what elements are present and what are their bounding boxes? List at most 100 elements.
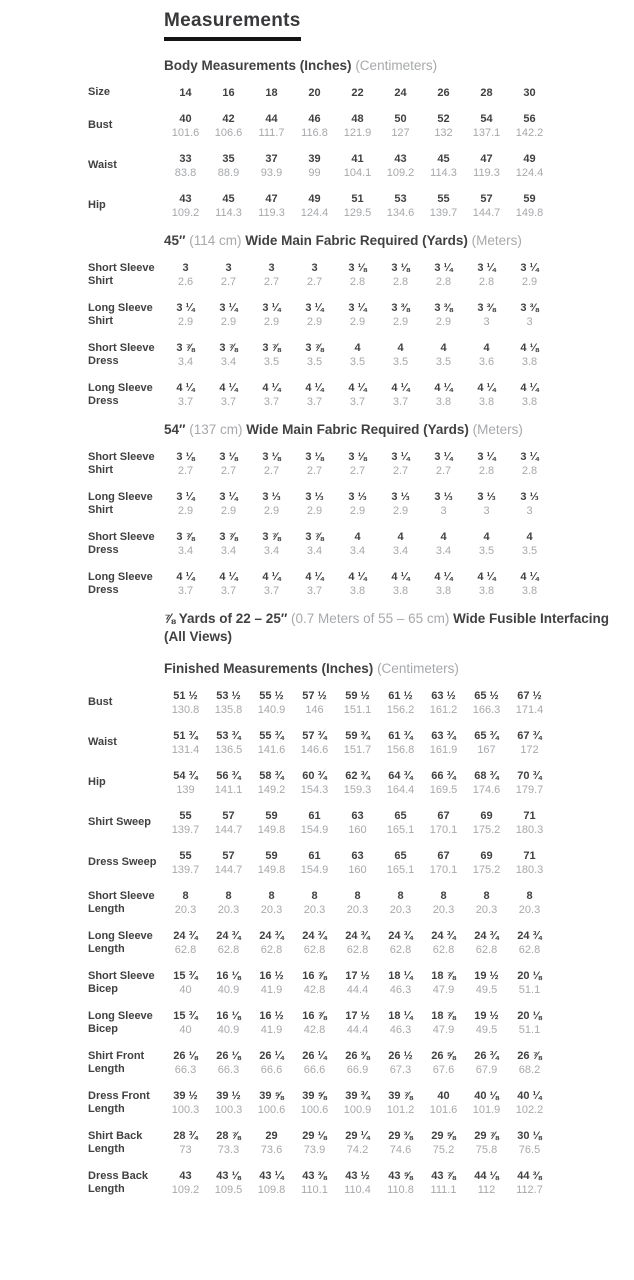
- value-cell: 29 ⅛ 73.9: [293, 1129, 336, 1157]
- value-cell: 3 2.7: [207, 261, 250, 289]
- row-label: Short Sleeve Dress: [88, 342, 164, 369]
- cm-value: 51.1: [518, 1024, 541, 1036]
- cm-value: 41.9: [260, 1024, 283, 1036]
- inches-value: 63 ¾: [431, 730, 456, 742]
- row-label: Waist: [88, 159, 164, 173]
- value-cell: 3 ⅞ 3.4: [293, 530, 336, 558]
- inches-value: 69: [480, 850, 493, 862]
- row-label-line: Length: [88, 943, 125, 955]
- cm-value: 3: [526, 316, 533, 328]
- inches-value: 4: [397, 342, 404, 354]
- measurement-section: Finished Measurements (Inches) (Centimet…: [88, 660, 616, 1197]
- cm-value: 3.7: [392, 396, 409, 408]
- measurement-row: Dress Front Length 39 ½ 100.3 39 ½ 100.3 39 ⅝ 1…: [88, 1089, 616, 1117]
- cm-value: 170.1: [429, 864, 458, 876]
- value-cell: 49 124.4: [508, 152, 551, 180]
- row-label-line: Short Sleeve: [88, 530, 155, 543]
- value-cell: 57 ¾ 146.6: [293, 729, 336, 757]
- inches-value: 48: [351, 113, 364, 125]
- cm-value: 165.1: [386, 864, 415, 876]
- section-header-text: 54″: [164, 422, 190, 437]
- value-cell: 3 ⅓ 2.9: [250, 490, 293, 518]
- value-cell: 43 ¼ 109.8: [250, 1169, 293, 1197]
- inches-value: 53 ½: [216, 690, 241, 702]
- cm-value: 73.9: [303, 1144, 326, 1156]
- inches-value: 22: [351, 87, 364, 99]
- cm-value: 2.7: [177, 465, 194, 477]
- value-cell: 24 ¾ 62.8: [422, 929, 465, 957]
- cm-value: 101.6: [171, 127, 200, 139]
- cm-value: 160: [348, 864, 367, 876]
- row-label: Bust: [88, 119, 164, 133]
- cm-value: 20.3: [518, 904, 541, 916]
- value-cell: 4 3.5: [379, 341, 422, 369]
- inches-value: 64 ¾: [388, 770, 413, 782]
- inches-value: 3 ⅓: [477, 491, 496, 503]
- inches-value: 39 ¾: [345, 1090, 370, 1102]
- value-cell: 3 ¼ 2.9: [207, 301, 250, 329]
- inches-value: 3 ⅞: [305, 342, 324, 354]
- value-cell: 4 3.4: [422, 530, 465, 558]
- inches-value: 16 ½: [259, 1010, 284, 1022]
- value-cell: 55 139.7: [422, 192, 465, 220]
- row-label-line: Short Sleeve: [88, 450, 155, 463]
- inches-value: 24 ¾: [345, 930, 370, 942]
- inches-value: 55: [179, 810, 192, 822]
- cm-value: 3.7: [263, 585, 280, 597]
- measurement-row: Short Sleeve Length 8 20.3 8 20.3 8 20.3 8 20.3 8 2…: [88, 889, 616, 917]
- cm-value: 2.9: [177, 505, 194, 517]
- inches-value: 8: [440, 890, 447, 902]
- inches-value: 20 ⅛: [517, 970, 542, 982]
- value-cell: 16 ⅞ 42.8: [293, 1009, 336, 1037]
- cm-value: 3.8: [478, 396, 495, 408]
- inches-value: 3 ⅞: [262, 531, 281, 543]
- inches-value: 3 ⅛: [219, 451, 238, 463]
- value-cell: 8 20.3: [379, 889, 422, 917]
- value-cell: 24 ¾ 62.8: [250, 929, 293, 957]
- cm-value: 40.9: [217, 984, 240, 996]
- cm-value: 156.8: [386, 744, 415, 756]
- cm-value: 99: [308, 167, 321, 179]
- value-cell: 39 ½ 100.3: [207, 1089, 250, 1117]
- value-cell: 63 160: [336, 849, 379, 877]
- value-cell: 22: [336, 86, 379, 100]
- value-cell: 3 ⅛ 2.7: [164, 450, 207, 478]
- row-label-line: Length: [88, 1103, 125, 1115]
- inches-value: 24 ¾: [388, 930, 413, 942]
- cm-value: 2.7: [392, 465, 409, 477]
- value-cell: 4 3.5: [465, 530, 508, 558]
- cm-value: 174.6: [472, 784, 501, 796]
- inches-value: 65 ½: [474, 690, 499, 702]
- value-cell: 4 ¼ 3.7: [164, 570, 207, 598]
- cm-value: 2.7: [306, 276, 323, 288]
- measurement-row: Shirt Back Length 28 ¾ 73 28 ⅞ 73.3 29 73.6 29 ⅛…: [88, 1129, 616, 1157]
- inches-value: 3 ⅞: [305, 531, 324, 543]
- cm-value: 2.9: [521, 276, 538, 288]
- cm-value: 180.3: [515, 864, 544, 876]
- inches-value: 45: [437, 153, 450, 165]
- inches-value: 3 ¼: [219, 302, 238, 314]
- value-cell: 26 ⅞ 68.2: [508, 1049, 551, 1077]
- inches-value: 8: [268, 890, 275, 902]
- value-cell: 4 ¼ 3.8: [465, 570, 508, 598]
- value-cell: 43 ⅜ 110.1: [293, 1169, 336, 1197]
- row-label: Dress Back Length: [88, 1170, 164, 1197]
- value-cell: 8 20.3: [422, 889, 465, 917]
- row-label-line: Dress Back: [88, 1169, 148, 1182]
- cm-value: 2.8: [435, 276, 452, 288]
- value-cell: 4 ¼ 3.8: [508, 381, 551, 409]
- row-label-line: Hip: [88, 776, 106, 789]
- value-cell: 24 ¾ 62.8: [379, 929, 422, 957]
- cm-value: 2.9: [263, 316, 280, 328]
- value-cell: 63 ½ 161.2: [422, 689, 465, 717]
- inches-value: 18 ¼: [388, 970, 413, 982]
- value-cell: 30 ⅛ 76.5: [508, 1129, 551, 1157]
- measurement-row: Short Sleeve Dress 3 ⅞ 3.4 3 ⅞ 3.4 3 ⅞ 3.5 3 ⅞ 3.…: [88, 341, 616, 369]
- row-label-line: Bust: [88, 696, 113, 709]
- cm-value: 3.8: [392, 585, 409, 597]
- inches-value: 24 ¾: [216, 930, 241, 942]
- inches-value: 3 ¼: [520, 451, 539, 463]
- cm-value: 20.3: [217, 904, 240, 916]
- cm-value: 175.2: [472, 864, 501, 876]
